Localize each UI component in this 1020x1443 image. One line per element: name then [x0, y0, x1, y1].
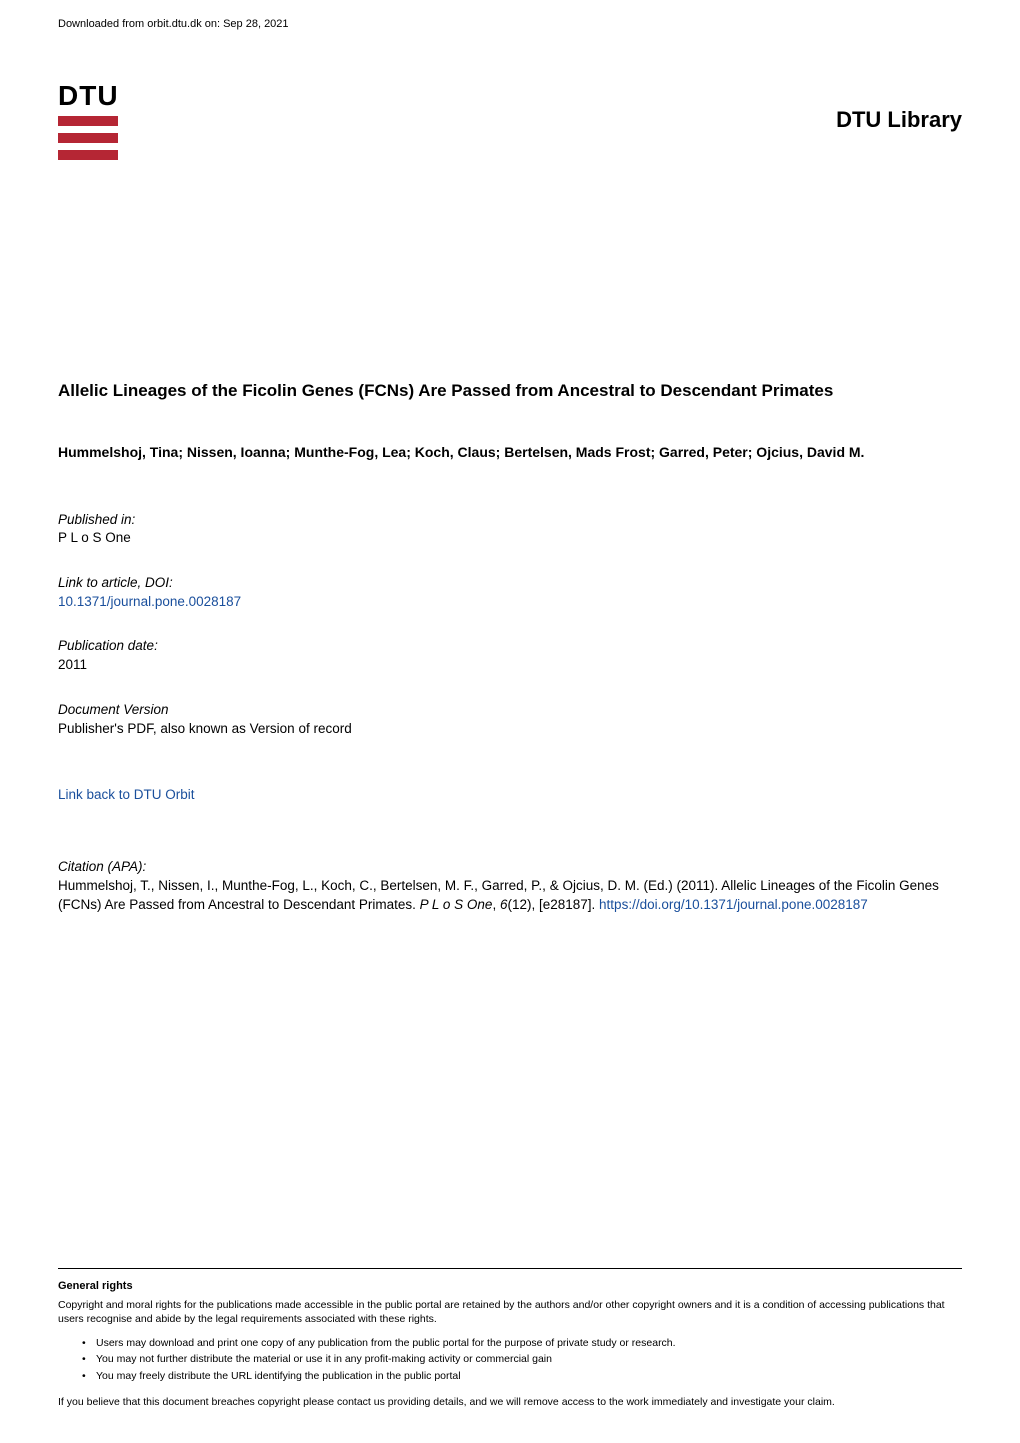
pub-date-block: Publication date: 2011 — [58, 637, 962, 675]
doi-label: Link to article, DOI: — [58, 574, 962, 593]
pub-date-value: 2011 — [58, 656, 962, 675]
general-rights-bullet: You may freely distribute the URL identi… — [82, 1369, 962, 1383]
general-rights-intro: Copyright and moral rights for the publi… — [58, 1298, 962, 1326]
citation-sep2: (12), [e28187]. — [507, 897, 599, 912]
dtu-logo-text: DTU — [58, 80, 119, 112]
published-in-block: Published in: P L o S One — [58, 511, 962, 549]
pub-date-label: Publication date: — [58, 637, 962, 656]
doi-link[interactable]: 10.1371/journal.pone.0028187 — [58, 594, 241, 609]
general-rights-bullet: You may not further distribute the mater… — [82, 1352, 962, 1366]
paper-authors: Hummelshoj, Tina; Nissen, Ioanna; Munthe… — [58, 443, 962, 463]
citation-doi-link[interactable]: https://doi.org/10.1371/journal.pone.002… — [599, 897, 868, 912]
published-in-value: P L o S One — [58, 529, 962, 548]
general-rights-outro: If you believe that this document breach… — [58, 1395, 962, 1409]
orbit-backlink[interactable]: Link back to DTU Orbit — [58, 787, 195, 802]
footer-divider — [58, 1268, 962, 1269]
general-rights-list: Users may download and print one copy of… — [82, 1336, 962, 1383]
general-rights-bullet: Users may download and print one copy of… — [82, 1336, 962, 1350]
general-rights-heading: General rights — [58, 1279, 962, 1294]
citation-journal: P L o S One — [420, 897, 493, 912]
doc-version-label: Document Version — [58, 701, 962, 720]
paper-title: Allelic Lineages of the Ficolin Genes (F… — [58, 380, 962, 403]
doi-block: Link to article, DOI: 10.1371/journal.po… — [58, 574, 962, 611]
citation-label: Citation (APA): — [58, 858, 962, 877]
published-in-label: Published in: — [58, 511, 962, 530]
main-content: Allelic Lineages of the Ficolin Genes (F… — [58, 380, 962, 934]
dtu-logo: DTU — [58, 80, 119, 160]
header-logo-row: DTU DTU Library — [58, 80, 962, 160]
dtu-logo-bars — [58, 116, 118, 160]
citation-block: Citation (APA): Hummelshoj, T., Nissen, … — [58, 858, 962, 915]
footer: General rights Copyright and moral right… — [58, 1268, 962, 1409]
doc-version-value: Publisher's PDF, also known as Version o… — [58, 720, 962, 739]
doc-version-block: Document Version Publisher's PDF, also k… — [58, 701, 962, 739]
download-timestamp: Downloaded from orbit.dtu.dk on: Sep 28,… — [58, 18, 289, 30]
citation-sep1: , — [492, 897, 500, 912]
dtu-library-text: DTU Library — [836, 107, 962, 133]
citation-text: Hummelshoj, T., Nissen, I., Munthe-Fog, … — [58, 877, 962, 915]
